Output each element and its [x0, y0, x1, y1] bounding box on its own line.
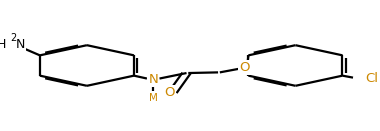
Text: Cl: Cl: [365, 72, 378, 85]
Text: O: O: [239, 61, 250, 74]
Text: O: O: [165, 86, 175, 99]
Text: M: M: [149, 93, 158, 103]
Text: 2: 2: [10, 33, 16, 43]
Text: N: N: [16, 38, 25, 51]
Text: H: H: [0, 38, 6, 51]
Text: N: N: [148, 73, 158, 86]
